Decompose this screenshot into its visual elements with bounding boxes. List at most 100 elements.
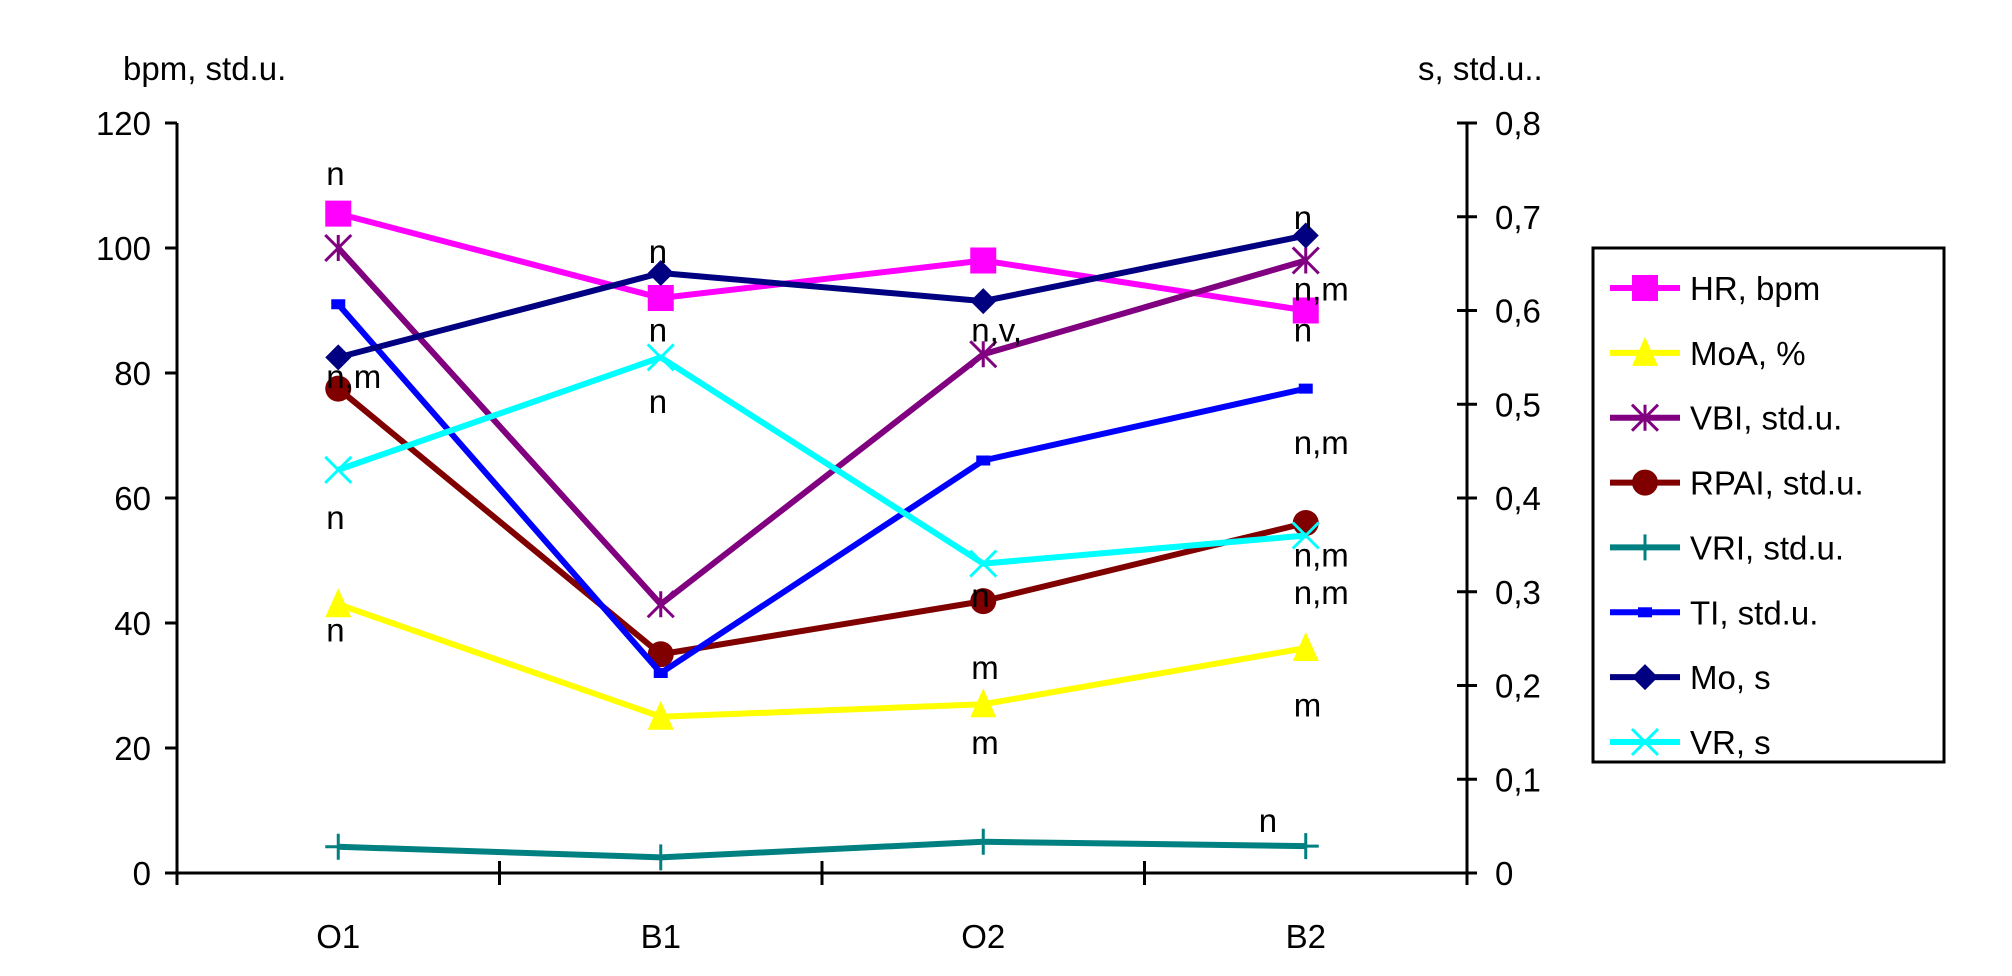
diamond-marker <box>647 260 674 286</box>
annotation-label: m <box>1294 686 1322 723</box>
series-vbi <box>324 233 1320 619</box>
x-marker <box>324 455 353 484</box>
legend-label: VR, s <box>1690 724 1771 761</box>
right-axis-title: s, std.u.. <box>1418 50 1543 87</box>
series-hr <box>325 200 1319 324</box>
right-tick-label: 0,1 <box>1495 761 1541 798</box>
left-tick-label: 0 <box>133 855 151 892</box>
triangle-marker <box>1632 336 1658 366</box>
circle-marker <box>1292 510 1319 536</box>
plus-marker <box>970 828 997 855</box>
square-marker <box>970 247 997 274</box>
square-marker <box>1292 297 1319 324</box>
diamond-marker <box>325 344 352 371</box>
annotation-label: n <box>649 383 667 420</box>
dash-marker <box>1638 607 1652 618</box>
annotation-label: n <box>649 311 667 348</box>
asterisk-marker <box>324 233 353 263</box>
circle-marker <box>647 641 674 668</box>
asterisk-marker <box>969 340 998 369</box>
x-tick-label: B1 <box>641 918 681 955</box>
series-mo <box>325 222 1319 371</box>
left-tick-label: 20 <box>114 730 151 767</box>
annotation-label: n,m <box>1294 271 1349 308</box>
asterisk-marker <box>1630 403 1660 432</box>
series-vr <box>324 343 1320 578</box>
right-tick-label: 0,5 <box>1495 386 1541 423</box>
square-marker <box>1632 275 1658 301</box>
left-tick-label: 100 <box>96 230 151 267</box>
dash-marker <box>1298 383 1313 394</box>
right-tick-label: 0,8 <box>1495 105 1541 142</box>
legend-label: TI, std.u. <box>1690 594 1818 631</box>
dash-marker <box>331 299 346 310</box>
legend-label: Mo, s <box>1690 659 1771 696</box>
circle-marker <box>325 375 352 402</box>
series-line <box>336 386 1307 658</box>
plus-marker <box>647 844 674 871</box>
circle-marker <box>1632 469 1658 496</box>
annotation-label: n,v, <box>971 311 1022 348</box>
x-marker <box>646 343 675 372</box>
right-tick-label: 0,7 <box>1495 199 1541 236</box>
annotation-label: n,m <box>1294 536 1349 573</box>
asterisk-marker <box>646 590 675 619</box>
diamond-marker <box>1292 222 1319 249</box>
annotation-label: n <box>326 155 344 192</box>
annotation-label: n,m <box>1294 574 1349 611</box>
legend-item: VRI, std.u. <box>1610 529 1844 566</box>
left-tick-label: 80 <box>114 355 151 392</box>
series-line <box>338 838 1306 861</box>
legend-item: Mo, s <box>1610 659 1771 696</box>
annotation-label: m <box>971 649 999 686</box>
legend-label: HR, bpm <box>1690 270 1820 307</box>
plus-marker <box>325 833 352 860</box>
series-line <box>336 245 1307 608</box>
x-tick-label: O2 <box>961 918 1005 955</box>
series-ti <box>331 299 1313 678</box>
plus-marker <box>1292 833 1319 860</box>
series-vri <box>325 828 1319 871</box>
left-axis-title: bpm, std.u. <box>123 50 286 87</box>
x-tick-label: O1 <box>316 918 360 955</box>
series-line <box>337 232 1307 361</box>
legend-label: VRI, std.u. <box>1690 529 1844 566</box>
series-line <box>337 210 1307 314</box>
annotation-label: n,m <box>326 358 381 395</box>
diamond-marker <box>1632 664 1658 691</box>
plus-marker <box>1632 534 1658 561</box>
diamond-marker <box>970 288 997 315</box>
triangle-marker <box>647 700 674 730</box>
right-tick-label: 0,6 <box>1495 293 1541 330</box>
left-tick-label: 40 <box>114 605 151 642</box>
legend-item: TI, std.u. <box>1610 594 1818 631</box>
x-marker <box>969 549 998 578</box>
asterisk-marker <box>1291 246 1320 275</box>
circle-marker <box>970 588 997 615</box>
annotation-label: n <box>971 577 989 614</box>
left-tick-label: 60 <box>114 480 151 517</box>
annotation-label: n,m <box>1294 424 1349 461</box>
legend-item: HR, bpm <box>1610 270 1820 307</box>
x-marker <box>1630 727 1660 757</box>
legend-item: RPAI, std.u. <box>1610 465 1864 502</box>
legend-item: MoA, % <box>1610 335 1806 372</box>
left-tick-label: 120 <box>96 105 151 142</box>
annotation-label: n <box>1259 802 1277 839</box>
legend-item: VR, s <box>1610 724 1771 761</box>
series-moa <box>325 588 1319 730</box>
annotation-label: n <box>326 499 344 536</box>
annotation-label: m <box>971 724 999 761</box>
square-marker <box>325 200 352 227</box>
triangle-marker <box>970 688 997 718</box>
annotation-label: n <box>1294 311 1312 348</box>
annotation-label: n <box>326 611 344 648</box>
x-marker <box>1291 521 1320 550</box>
legend-label: VBI, std.u. <box>1690 400 1842 437</box>
legend-label: MoA, % <box>1690 335 1806 372</box>
right-tick-label: 0 <box>1495 855 1513 892</box>
series-line <box>337 354 1307 567</box>
series-line <box>335 302 1307 676</box>
square-marker <box>647 285 674 311</box>
legend-item: VBI, std.u. <box>1610 400 1842 437</box>
